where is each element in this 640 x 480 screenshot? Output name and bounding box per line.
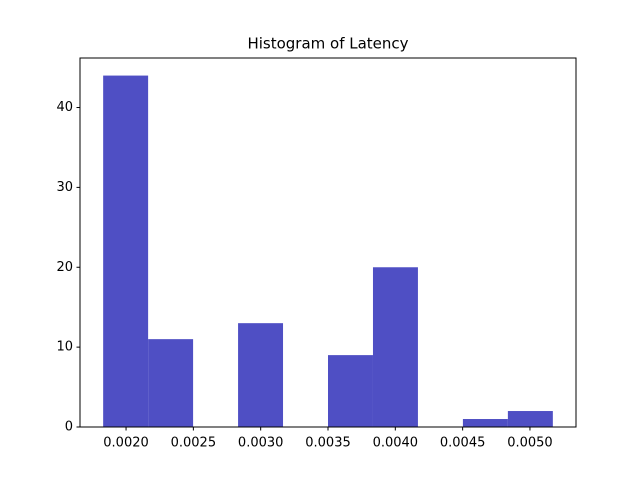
- x-tick-label: 0.0020: [103, 436, 149, 451]
- x-tick-label: 0.0045: [440, 436, 486, 451]
- x-tick-label: 0.0025: [171, 436, 217, 451]
- bar: [372, 267, 418, 427]
- y-tick-label: 40: [56, 100, 73, 115]
- x-tick-label: 0.0040: [373, 436, 419, 451]
- y-tick-label: 30: [56, 180, 73, 195]
- plot-frame: [79, 57, 577, 428]
- bar: [238, 323, 284, 427]
- bar: [148, 339, 194, 427]
- x-tick-label: 0.0050: [507, 436, 553, 451]
- x-tick-label: 0.0030: [238, 436, 284, 451]
- x-tick-label: 0.0035: [305, 436, 351, 451]
- bar: [462, 419, 508, 427]
- y-tick-label: 10: [56, 340, 73, 355]
- bar: [328, 355, 373, 427]
- bar: [103, 75, 149, 428]
- y-tick-label: 20: [56, 260, 73, 275]
- bar: [507, 411, 553, 427]
- chart-title: Histogram of Latency: [247, 35, 408, 53]
- y-tick-label: 0: [65, 420, 73, 435]
